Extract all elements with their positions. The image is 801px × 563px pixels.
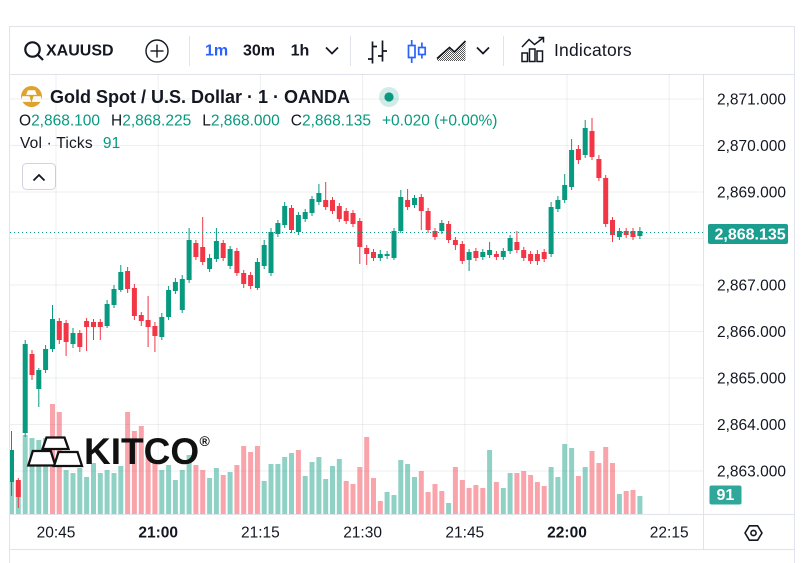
svg-text:22:00: 22:00 — [547, 525, 587, 542]
svg-text:Indicators: Indicators — [554, 40, 632, 60]
svg-text:KITCO: KITCO — [84, 431, 199, 472]
svg-text:21:30: 21:30 — [343, 525, 382, 542]
svg-text:30m: 30m — [243, 43, 275, 60]
svg-text:2,864.000: 2,864.000 — [717, 417, 786, 434]
svg-text:21:15: 21:15 — [241, 525, 280, 542]
svg-text:®: ® — [200, 433, 211, 449]
svg-text:1m: 1m — [205, 43, 228, 60]
svg-text:91: 91 — [717, 487, 735, 504]
svg-text:2,867.000: 2,867.000 — [717, 278, 786, 295]
svg-text:21:00: 21:00 — [138, 525, 178, 542]
svg-text:22:15: 22:15 — [650, 525, 689, 542]
svg-text:21:45: 21:45 — [445, 525, 484, 542]
svg-text:Gold Spot / U.S. Dollar · 1 ·: Gold Spot / U.S. Dollar · 1 · OANDA — [50, 87, 350, 107]
svg-text:2,870.000: 2,870.000 — [717, 138, 786, 155]
svg-text:1h: 1h — [291, 43, 310, 60]
svg-text:20:45: 20:45 — [37, 525, 76, 542]
svg-text:2,869.000: 2,869.000 — [717, 185, 786, 202]
svg-text:2,865.000: 2,865.000 — [717, 371, 786, 388]
svg-text:XAUUSD: XAUUSD — [46, 43, 114, 60]
svg-text:2,863.000: 2,863.000 — [717, 464, 786, 481]
svg-text:2,868.135: 2,868.135 — [715, 227, 786, 244]
svg-text:2,871.000: 2,871.000 — [717, 92, 786, 109]
svg-text:2,866.000: 2,866.000 — [717, 324, 786, 341]
